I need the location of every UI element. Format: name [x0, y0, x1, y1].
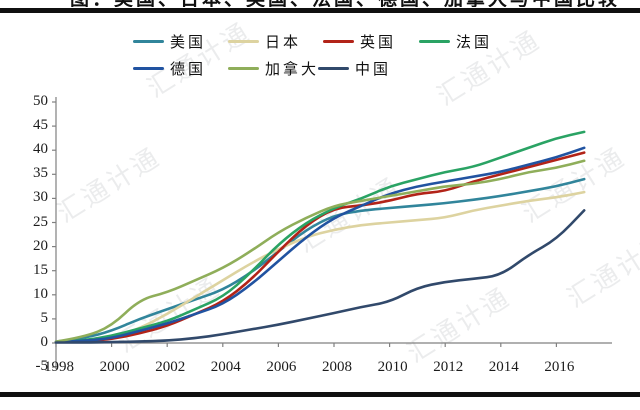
series-line-japan	[54, 190, 586, 344]
x-tick-label-2004: 2004	[210, 359, 241, 375]
y-tick-label-50: 50	[33, 93, 48, 109]
y-tick-label-0: 0	[40, 334, 49, 350]
y-tick-label-45: 45	[33, 117, 48, 134]
series-line-france	[54, 130, 586, 344]
series-line-germany	[54, 146, 586, 344]
x-tick-label-2006: 2006	[266, 359, 297, 375]
x-tick-label-2000: 2000	[99, 359, 130, 375]
series-line-china	[54, 209, 586, 344]
series-line-uk	[54, 151, 586, 344]
y-tick-label--5: -5	[35, 358, 49, 375]
y-tick-label-35: 35	[33, 165, 48, 182]
legend-item-japan: 日本	[228, 33, 302, 51]
x-tick-label-2012: 2012	[433, 359, 464, 375]
legend-label-china: 中国	[355, 61, 392, 78]
legend-swatch-china	[318, 66, 349, 70]
legend-swatch-germany	[133, 66, 164, 70]
page-title-clipped: 图：美国、日本、英国、法国、德国、加拿大与中国比较（%）	[70, 0, 630, 7]
x-tick-label-2010: 2010	[377, 359, 408, 375]
legend-swatch-japan	[228, 39, 259, 43]
y-tick-label-15: 15	[33, 261, 48, 278]
x-tick-label-2008: 2008	[322, 359, 352, 375]
legend-swatch-uk	[323, 39, 354, 43]
x-tick-label-2002: 2002	[155, 359, 186, 375]
legend-item-china: 中国	[318, 60, 392, 78]
y-tick-label-40: 40	[33, 141, 48, 158]
legend-label-germany: 德国	[170, 61, 207, 78]
legend-label-france: 法国	[456, 34, 493, 51]
legend-label-japan: 日本	[265, 34, 302, 51]
x-tick-label-1998: 1998	[44, 359, 74, 375]
legend-swatch-france	[419, 39, 450, 43]
legend-label-uk: 英国	[360, 34, 397, 51]
legend-item-germany: 德国	[133, 60, 207, 78]
x-tick-label-2014: 2014	[488, 359, 519, 375]
legend-item-canada: 加拿大	[228, 60, 320, 78]
top-divider	[0, 8, 640, 13]
legend-label-canada: 加拿大	[265, 61, 320, 78]
page-title-text: 图：美国、日本、英国、法国、德国、加拿大与中国比较（%）	[70, 0, 630, 7]
y-tick-label-20: 20	[33, 237, 48, 254]
legend-swatch-usa	[133, 39, 164, 43]
x-tick-label-2016: 2016	[544, 359, 575, 375]
legend-item-usa: 美国	[133, 33, 207, 51]
legend-item-france: 法国	[419, 33, 493, 51]
y-tick-label-5: 5	[40, 309, 49, 326]
legend-row-2: 德国 加拿大 中国	[0, 60, 640, 78]
bottom-divider	[0, 392, 640, 397]
series-line-canada	[54, 159, 586, 343]
y-tick-label-25: 25	[33, 213, 48, 230]
y-tick-label-10: 10	[33, 285, 48, 302]
legend-row-1: 美国 日本 英国 法国	[0, 33, 640, 51]
series-line-usa	[54, 177, 586, 343]
legend-swatch-canada	[228, 66, 259, 70]
y-tick-label-30: 30	[33, 189, 48, 206]
legend-label-usa: 美国	[170, 34, 207, 51]
legend-item-uk: 英国	[323, 33, 397, 51]
